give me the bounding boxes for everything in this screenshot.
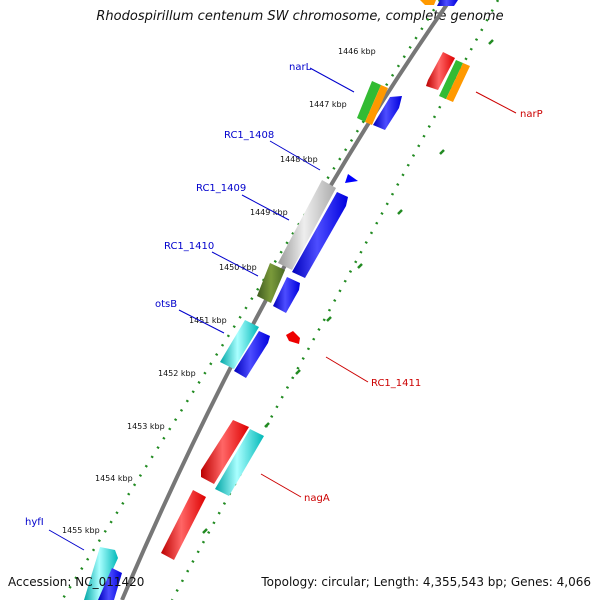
gene-feature bbox=[426, 52, 455, 90]
gene-label-rc1-1410: RC1_1410 bbox=[164, 241, 214, 252]
gene-labels: narL RC1_1408 RC1_1409 RC1_1410 otsB hyf… bbox=[25, 62, 543, 528]
gene-feature bbox=[439, 60, 463, 99]
gene-feature bbox=[201, 420, 249, 484]
tick-label: 1454 kbp bbox=[95, 474, 133, 483]
tick-label: 1450 kbp bbox=[219, 263, 257, 272]
tick-label: 1453 kbp bbox=[127, 422, 165, 431]
gene-label-otsb: otsB bbox=[155, 299, 177, 310]
gene-feature bbox=[257, 263, 285, 303]
gene-feature bbox=[365, 85, 388, 125]
gene-feature bbox=[292, 192, 348, 278]
leader-lines bbox=[48, 67, 517, 551]
tick-labels: 1446 kbp 1447 kbp 1448 kbp 1449 kbp 1450… bbox=[62, 47, 376, 535]
tick-label: 1448 kbp bbox=[280, 155, 318, 164]
tick-label: 1449 kbp bbox=[250, 208, 288, 217]
gene-feature bbox=[98, 568, 122, 600]
gene-feature bbox=[420, 0, 436, 5]
gene-feature bbox=[437, 0, 458, 6]
gene-feature bbox=[273, 277, 300, 313]
tick-label: 1452 kbp bbox=[158, 369, 196, 378]
gene-feature bbox=[357, 81, 381, 122]
gene-label-hyfi: hyfI bbox=[25, 517, 44, 528]
gene-feature bbox=[215, 429, 264, 496]
gene-feature bbox=[220, 320, 259, 369]
forward-features bbox=[84, 0, 458, 600]
gene-feature bbox=[278, 180, 336, 270]
gene-label-rc1-1411: RC1_1411 bbox=[371, 378, 421, 389]
outer-dotted-track bbox=[170, 0, 500, 600]
gene-label-narl: narL bbox=[289, 62, 312, 73]
gene-feature bbox=[373, 96, 402, 130]
tick-label: 1446 kbp bbox=[338, 47, 376, 56]
gene-feature bbox=[286, 331, 300, 344]
gene-label-narp: narP bbox=[520, 109, 543, 120]
map-title: Rhodospirillum centenum SW chromosome, c… bbox=[96, 9, 504, 24]
accession-text: Accession: NC_011420 bbox=[8, 575, 145, 589]
gene-feature bbox=[446, 63, 470, 102]
topology-text: Topology: circular; Length: 4,355,543 bp… bbox=[261, 575, 591, 589]
tick-label: 1451 kbp bbox=[189, 316, 227, 325]
reverse-features bbox=[215, 52, 470, 496]
gene-label-rc1-1408: RC1_1408 bbox=[224, 130, 274, 141]
gene-label-naga: nagA bbox=[304, 493, 330, 504]
gene-label-rc1-1409: RC1_1409 bbox=[196, 183, 246, 194]
gene-feature bbox=[234, 331, 270, 378]
tick-label: 1447 kbp bbox=[309, 100, 347, 109]
gene-feature bbox=[84, 547, 118, 600]
gene-feature bbox=[345, 174, 358, 183]
gene-feature bbox=[161, 490, 206, 560]
tick-label: 1455 kbp bbox=[62, 526, 100, 535]
